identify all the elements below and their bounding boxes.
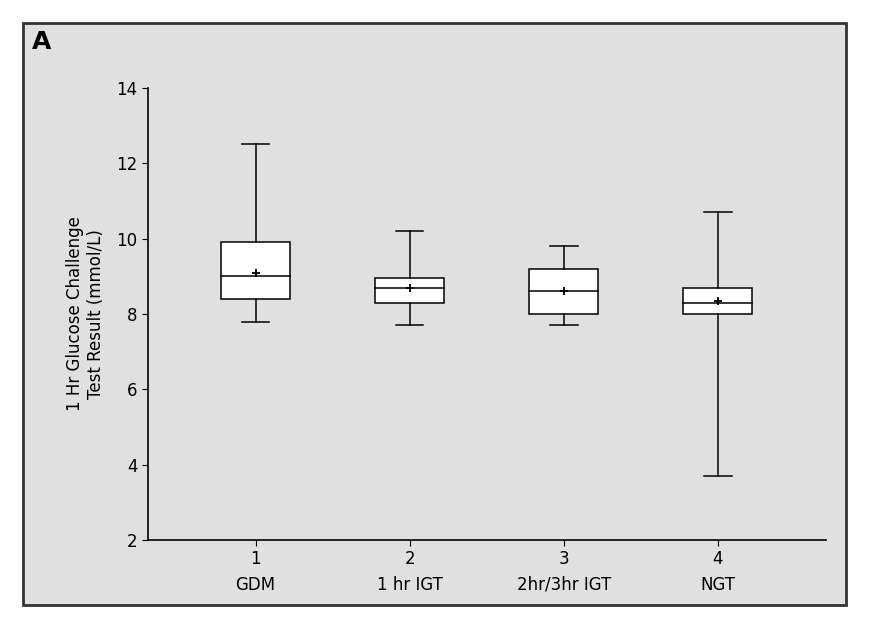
Bar <box>683 288 753 314</box>
Text: 2hr/3hr IGT: 2hr/3hr IGT <box>516 576 611 594</box>
Y-axis label: 1 Hr Glucose Challenge
Test Result (mmol/L): 1 Hr Glucose Challenge Test Result (mmol… <box>66 217 105 411</box>
Bar <box>375 278 444 303</box>
Text: NGT: NGT <box>700 576 735 594</box>
Bar <box>221 242 290 299</box>
Text: GDM: GDM <box>235 576 275 594</box>
Text: A: A <box>32 30 51 53</box>
Bar <box>529 269 599 314</box>
Text: 1 hr IGT: 1 hr IGT <box>376 576 442 594</box>
